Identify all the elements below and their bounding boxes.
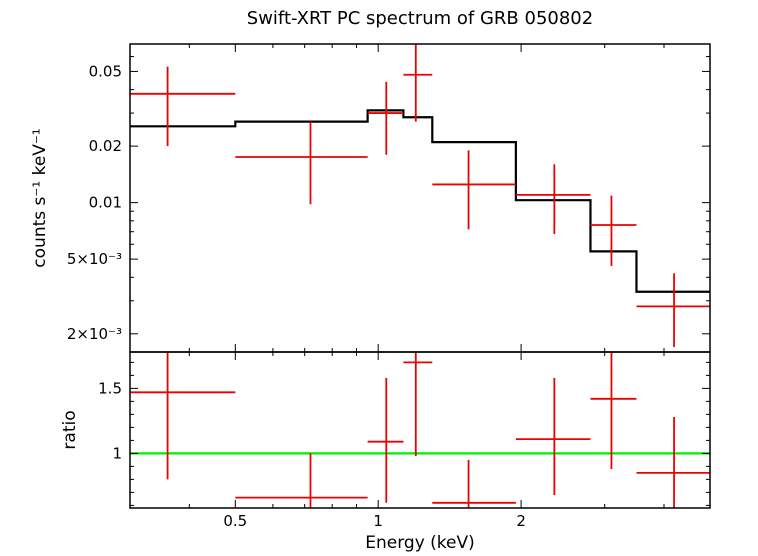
y-axis-label-top: counts s⁻¹ keV⁻¹	[30, 128, 50, 267]
y-axis-label-bottom: ratio	[60, 410, 80, 449]
y-tick-label-top: 0.02	[89, 137, 122, 155]
chart-title: Swift-XRT PC spectrum of GRB 050802	[247, 8, 593, 29]
spectrum-chart: Swift-XRT PC spectrum of GRB 050802 0.5 1 2…	[0, 0, 758, 556]
y-tick-label-bottom: 1	[112, 444, 122, 462]
y-tick-label-top: 2×10⁻³	[67, 325, 122, 343]
x-tick-label: 2	[516, 512, 526, 530]
y-tick-label-top: 0.01	[89, 194, 122, 212]
y-tick-label-bottom: 1.5	[98, 379, 122, 397]
x-axis-label: Energy (keV)	[365, 533, 475, 553]
x-tick-label: 1	[373, 512, 383, 530]
x-tick-label: 0.5	[223, 512, 247, 530]
y-tick-label-top: 5×10⁻³	[67, 250, 122, 268]
y-tick-label-top: 0.05	[89, 62, 122, 80]
